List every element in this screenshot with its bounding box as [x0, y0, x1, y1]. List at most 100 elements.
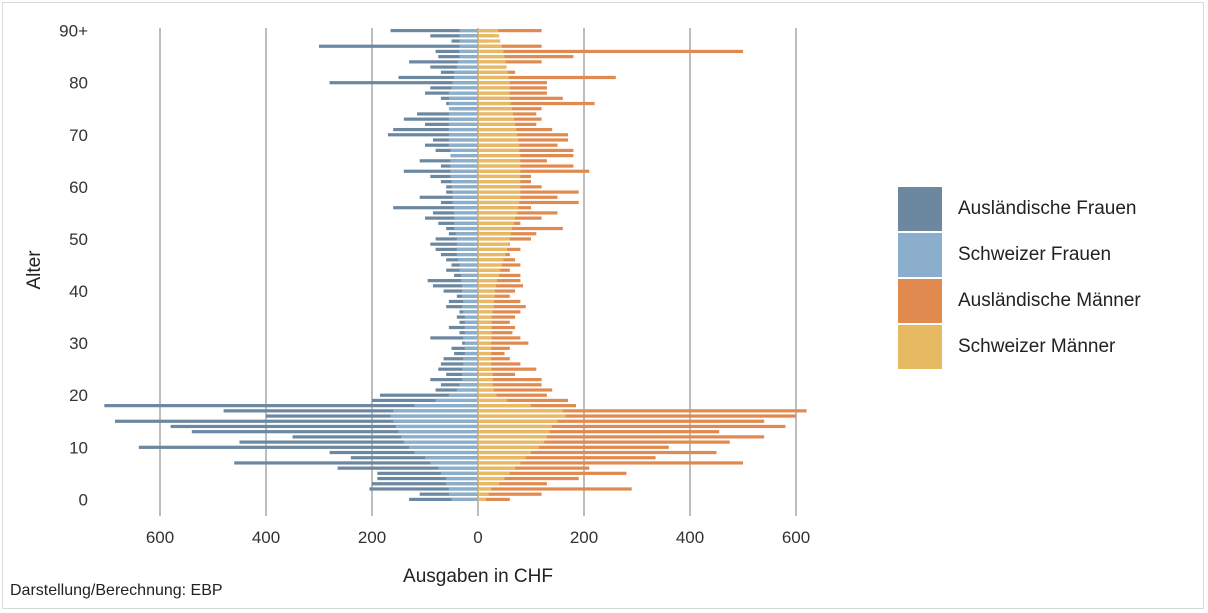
x-tick-label: 600: [146, 528, 174, 547]
bar-3-age-16: [478, 414, 566, 418]
bar-2-age-76: [478, 101, 595, 106]
bar-3-age-18: [478, 404, 531, 408]
bar-1-age-70: [448, 133, 478, 137]
bar-1-age-72: [448, 122, 478, 126]
y-tick-label: 30: [69, 334, 88, 353]
legend-swatch: [898, 233, 942, 277]
bar-2-age-36: [478, 310, 521, 314]
bar-1-age-73: [448, 117, 478, 121]
bar-1-age-38: [463, 299, 478, 304]
bar-1-age-24: [462, 372, 478, 376]
bar-1-age-13: [398, 430, 478, 434]
bar-0-age-11: [239, 440, 478, 444]
bar-3-age-28: [478, 351, 492, 356]
bar-1-age-2: [448, 487, 478, 491]
bar-0-age-42: [427, 279, 478, 283]
bar-3-age-44: [478, 268, 501, 272]
bar-3-age-72: [478, 122, 516, 126]
bar-2-age-63: [478, 169, 590, 173]
bar-1-age-84: [457, 60, 478, 64]
bar-1-age-60: [451, 185, 478, 189]
bar-1-age-89: [459, 34, 478, 38]
bar-1-age-48: [456, 247, 478, 251]
bar-0-age-74: [417, 112, 478, 116]
bar-1-age-41: [462, 284, 478, 288]
y-tick-labels: 0 10 20 30 40 50 60 70 80 90+: [59, 22, 88, 510]
bar-3-age-5: [478, 471, 510, 475]
bar-0-age-4: [377, 476, 478, 481]
y-tick-label: 90+: [59, 22, 88, 41]
bar-2-age-70: [478, 133, 569, 137]
bar-3-age-75: [478, 107, 512, 111]
bar-0-age-86: [435, 49, 478, 54]
bar-1-age-75: [448, 107, 478, 111]
y-tick-label: 20: [69, 386, 88, 405]
bar-3-age-3: [478, 482, 500, 486]
bar-2-age-37: [478, 305, 526, 309]
bar-2-age-30: [478, 341, 529, 345]
bar-1-age-32: [464, 331, 478, 335]
bar-1-age-43: [461, 273, 478, 278]
bar-0-age-70: [387, 133, 478, 137]
bar-1-age-26: [463, 362, 478, 366]
bar-1-age-49: [456, 242, 478, 246]
bar-1-age-50: [456, 237, 478, 241]
bar-2-age-52: [478, 226, 563, 231]
bar-3-age-53: [478, 221, 515, 225]
bar-0-age-33: [448, 325, 478, 330]
bar-2-age-85: [478, 55, 574, 59]
bar-1-age-55: [454, 211, 478, 215]
bar-3-age-65: [478, 159, 521, 163]
bar-3-age-10: [478, 445, 539, 449]
bar-3-age-78: [478, 91, 510, 95]
bar-2-age-57: [478, 200, 579, 205]
bar-2-age-8: [478, 456, 656, 460]
bar-3-age-77: [478, 96, 510, 100]
bar-2-age-81: [478, 75, 616, 80]
bar-3-age-63: [478, 169, 521, 173]
bar-2-age-42: [478, 279, 521, 283]
bar-1-age-18: [414, 404, 478, 408]
bar-2-age-80: [478, 81, 547, 85]
bar-3-age-23: [478, 377, 493, 382]
bar-1-age-74: [448, 112, 478, 116]
bar-2-age-5: [478, 471, 627, 475]
bar-1-age-90+: [459, 29, 478, 33]
bar-3-age-57: [478, 200, 520, 205]
bar-2-age-33: [478, 325, 516, 330]
bar-0-age-40: [443, 289, 478, 293]
legend: Ausländische Frauen Schweizer Frauen Aus…: [898, 186, 1141, 370]
bar-0-age-81: [398, 75, 478, 80]
bar-1-age-46: [457, 258, 478, 262]
bar-2-age-84: [478, 60, 542, 64]
bar-2-age-9: [478, 450, 717, 455]
legend-swatch: [898, 279, 942, 323]
bar-2-age-67: [478, 148, 574, 153]
bar-3-age-71: [478, 127, 517, 132]
legend-item-auslaendische-frauen: Ausländische Frauen: [898, 186, 1141, 232]
bar-1-age-54: [454, 216, 478, 220]
bar-1-age-66: [450, 154, 478, 158]
bar-1-age-14: [395, 424, 478, 429]
bar-1-age-30: [464, 341, 478, 345]
bar-3-age-86: [478, 49, 504, 54]
bar-1-age-31: [463, 336, 478, 340]
bar-1-age-22: [459, 383, 478, 387]
bar-1-age-81: [454, 75, 478, 80]
bar-0-age-2: [369, 487, 478, 491]
bar-3-age-47: [478, 252, 506, 257]
bar-1-age-65: [450, 159, 478, 163]
bar-3-age-85: [478, 55, 505, 59]
bar-2-age-3: [478, 482, 547, 486]
bar-3-age-84: [478, 60, 506, 64]
legend-item-schweizer-maenner: Schweizer Männer: [898, 324, 1141, 370]
bar-1-age-82: [454, 70, 478, 74]
bar-1-age-34: [464, 320, 478, 324]
bar-3-age-80: [478, 81, 510, 85]
bar-3-age-39: [478, 294, 495, 298]
bar-0-age-56: [393, 206, 478, 210]
bar-1-age-29: [464, 346, 478, 350]
x-tick-label: 400: [252, 528, 280, 547]
bar-3-age-8: [478, 456, 526, 460]
bar-3-age-32: [478, 331, 492, 335]
